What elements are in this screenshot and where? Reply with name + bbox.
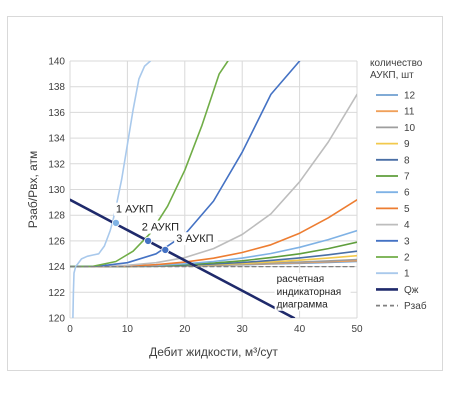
y-tick-label: 120 [48, 314, 65, 325]
x-tick-label: 10 [122, 324, 134, 335]
legend-entry-label: 9 [404, 139, 410, 150]
intersection-marker-3 [161, 245, 170, 254]
chart-frame [7, 16, 443, 371]
legend-title: АУКП, шт [370, 70, 414, 81]
annotation-bg [274, 285, 351, 298]
legend-entry-label: 2 [404, 253, 410, 264]
annotation-bg [174, 232, 218, 246]
aukp-label-3: 3 АУКП [176, 233, 213, 245]
legend-entry-label: 12 [404, 91, 416, 102]
annotation-bg [113, 202, 158, 216]
indicator-diagram-label: диаграмма [277, 300, 329, 311]
markers-layer [111, 218, 170, 254]
legend-entry-label: Рзаб [404, 300, 427, 312]
indicator-diagram-label: расчетная [277, 274, 325, 285]
x-axis-label: Дебит жидкости, м³/сут [149, 345, 278, 359]
legend-entry-label: 11 [404, 107, 415, 118]
y-tick-label: 128 [48, 211, 65, 222]
series-line-4 [70, 93, 357, 268]
intersection-marker-2 [144, 236, 153, 245]
y-tick-label: 122 [48, 288, 65, 299]
aukp-label-1: 1 АУКП [116, 204, 153, 216]
indicator-diagram-label: индикаторная [277, 287, 342, 298]
annotation-bg [274, 298, 333, 311]
y-tick-label: 138 [48, 82, 65, 93]
legend-entry-label: Qж [404, 285, 419, 296]
y-tick-label: 132 [48, 159, 65, 170]
y-tick-label: 136 [48, 108, 65, 119]
aukp-label-2: 2 АУКП [142, 222, 179, 234]
series-line-2 [70, 61, 229, 268]
legend-entry-label: 6 [404, 188, 410, 199]
series-line-q [70, 198, 296, 318]
y-tick-label: 130 [48, 185, 65, 196]
legend-entry-label: 4 [404, 220, 410, 231]
y-axis-label: Рзаб/Рвх, атм [26, 151, 40, 229]
legend-entry-label: 5 [404, 204, 410, 215]
intersection-marker-1 [111, 218, 120, 227]
y-tick-label: 134 [48, 134, 65, 145]
annotation-bg [274, 273, 333, 286]
x-tick-label: 40 [294, 324, 306, 335]
x-tick-label: 50 [351, 324, 363, 335]
series-layer [70, 61, 357, 318]
x-tick-label: 20 [179, 324, 191, 335]
legend-entry-label: 10 [404, 123, 416, 134]
legend-title: количество [370, 58, 423, 69]
series-line-1 [72, 61, 152, 318]
y-tick-label: 124 [48, 262, 65, 273]
legend-entry-label: 8 [404, 155, 410, 166]
ticks-layer: 120 122 124 126 128 130 132 134 136 138 140 0 10 20 30… [48, 57, 363, 336]
annotation-bg [139, 220, 184, 234]
legend-entry-label: 1 [404, 269, 410, 280]
y-tick-label: 140 [48, 57, 65, 68]
y-tick-label: 126 [48, 236, 65, 247]
legend-entry-label: 7 [404, 172, 410, 183]
x-tick-label: 0 [67, 324, 73, 335]
x-tick-label: 30 [237, 324, 249, 335]
legend-entry-label: 3 [404, 236, 410, 247]
